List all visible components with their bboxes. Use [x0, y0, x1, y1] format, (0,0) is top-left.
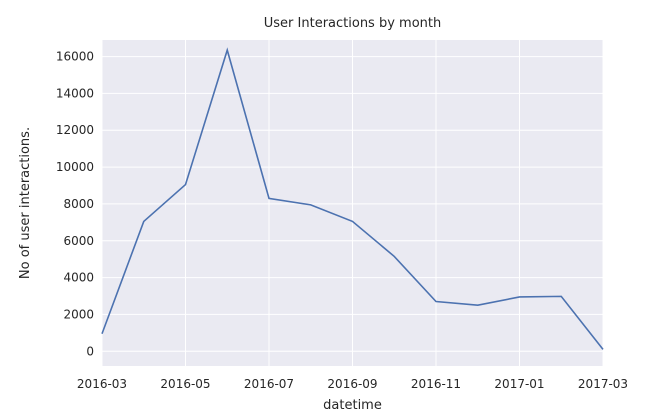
- y-tick-label: 2000: [63, 307, 94, 321]
- y-axis-label: No of user interactions.: [18, 127, 33, 279]
- x-tick-label: 2016-03: [77, 377, 127, 391]
- x-tick-label: 2016-05: [160, 377, 210, 391]
- y-tick-labels: 0 2000 4000 6000 8000 10000 12000 14000 16000: [56, 50, 94, 359]
- y-tick-label: 12000: [56, 123, 94, 137]
- y-tick-label: 10000: [56, 160, 94, 174]
- x-tick-label: 2017-01: [494, 377, 544, 391]
- series-line: [101, 47, 604, 350]
- y-tick-label: 6000: [63, 234, 94, 248]
- x-tick-label: 2017-03: [578, 377, 628, 391]
- grid: [101, 40, 604, 366]
- y-tick-label: 8000: [63, 197, 94, 211]
- x-axis-label: datetime: [323, 398, 382, 413]
- x-tick-label: 2016-11: [411, 377, 461, 391]
- x-tick-label: 2016-07: [244, 377, 294, 391]
- y-tick-label: 4000: [63, 271, 94, 285]
- y-tick-label: 16000: [56, 50, 94, 64]
- y-tick-label: 0: [86, 344, 94, 358]
- x-tick-label: 2016-09: [327, 377, 377, 391]
- y-tick-label: 14000: [56, 86, 94, 100]
- x-tick-labels: 2016-03 2016-05 2016-07 2016-09 2016-11 2017-…: [77, 377, 628, 391]
- chart-title: User Interactions by month: [264, 16, 441, 31]
